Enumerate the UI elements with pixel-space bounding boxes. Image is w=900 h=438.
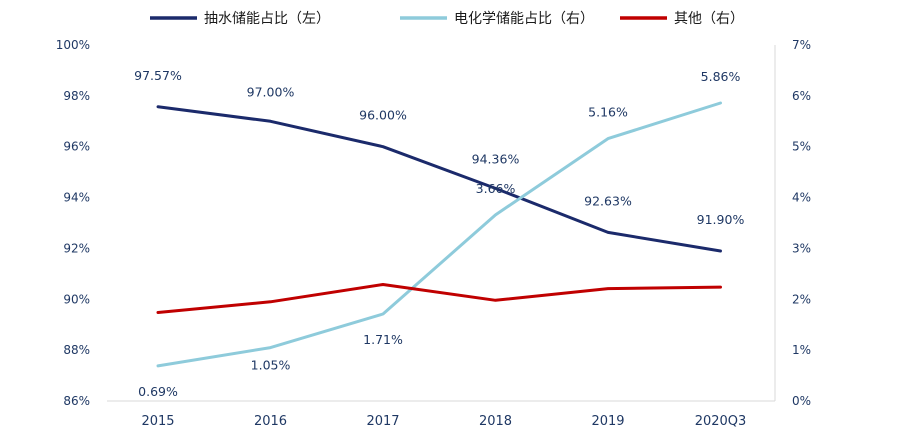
x-tick-label: 2019 — [591, 414, 624, 429]
data-label: 3.66% — [476, 181, 516, 196]
left-y-axis: 86% 88% 90% 92% 94% 96% 98% 100% — [56, 38, 90, 408]
left-tick-label: 96% — [63, 140, 90, 154]
x-axis: 2015 2016 2017 2018 2019 2020Q3 — [107, 400, 775, 429]
legend-label: 其他（右） — [674, 11, 744, 27]
right-tick-label: 3% — [792, 241, 811, 255]
data-labels: 97.57% 97.00% 96.00% 94.36% 92.63% 91.90% 0.69… — [134, 68, 744, 399]
left-tick-label: 98% — [63, 89, 90, 103]
data-label: 94.36% — [472, 151, 520, 166]
right-tick-label: 2% — [792, 292, 811, 306]
right-tick-label: 7% — [792, 38, 811, 52]
data-label: 1.71% — [363, 332, 403, 347]
right-tick-label: 6% — [792, 89, 811, 103]
legend: 抽水储能占比（左） 电化学储能占比（右） 其他（右） — [150, 11, 744, 27]
data-label: 92.63% — [584, 193, 632, 208]
data-label: 97.00% — [247, 84, 295, 99]
series-line-2 — [156, 101, 722, 368]
right-y-axis: 0% 1% 2% 3% 4% 5% 6% 7% — [774, 38, 811, 408]
series-line-1 — [156, 105, 722, 253]
left-tick-label: 100% — [56, 38, 90, 52]
right-tick-label: 1% — [792, 343, 811, 357]
left-tick-label: 92% — [63, 241, 90, 255]
x-tick-label: 2016 — [254, 414, 287, 429]
legend-label: 抽水储能占比（左） — [204, 11, 330, 27]
right-tick-label: 5% — [792, 140, 811, 154]
data-label: 5.86% — [701, 69, 741, 84]
x-tick-label: 2020Q3 — [695, 414, 747, 429]
x-tick-label: 2017 — [366, 414, 399, 429]
left-tick-label: 88% — [63, 343, 90, 357]
data-label: 96.00% — [359, 108, 407, 123]
series-line-3 — [156, 283, 722, 314]
left-tick-label: 94% — [63, 191, 90, 205]
left-tick-label: 90% — [63, 292, 90, 306]
data-label: 1.05% — [251, 358, 291, 373]
right-tick-label: 0% — [792, 394, 811, 408]
data-label: 5.16% — [588, 105, 628, 120]
x-tick-label: 2018 — [479, 414, 512, 429]
left-tick-label: 86% — [63, 394, 90, 408]
series-layer — [156, 101, 722, 368]
data-label: 97.57% — [134, 68, 182, 83]
x-tick-label: 2015 — [141, 414, 174, 429]
legend-label: 电化学储能占比（右） — [454, 11, 594, 27]
data-label: 91.90% — [697, 212, 745, 227]
right-tick-label: 4% — [792, 191, 811, 205]
data-label: 0.69% — [138, 384, 178, 399]
